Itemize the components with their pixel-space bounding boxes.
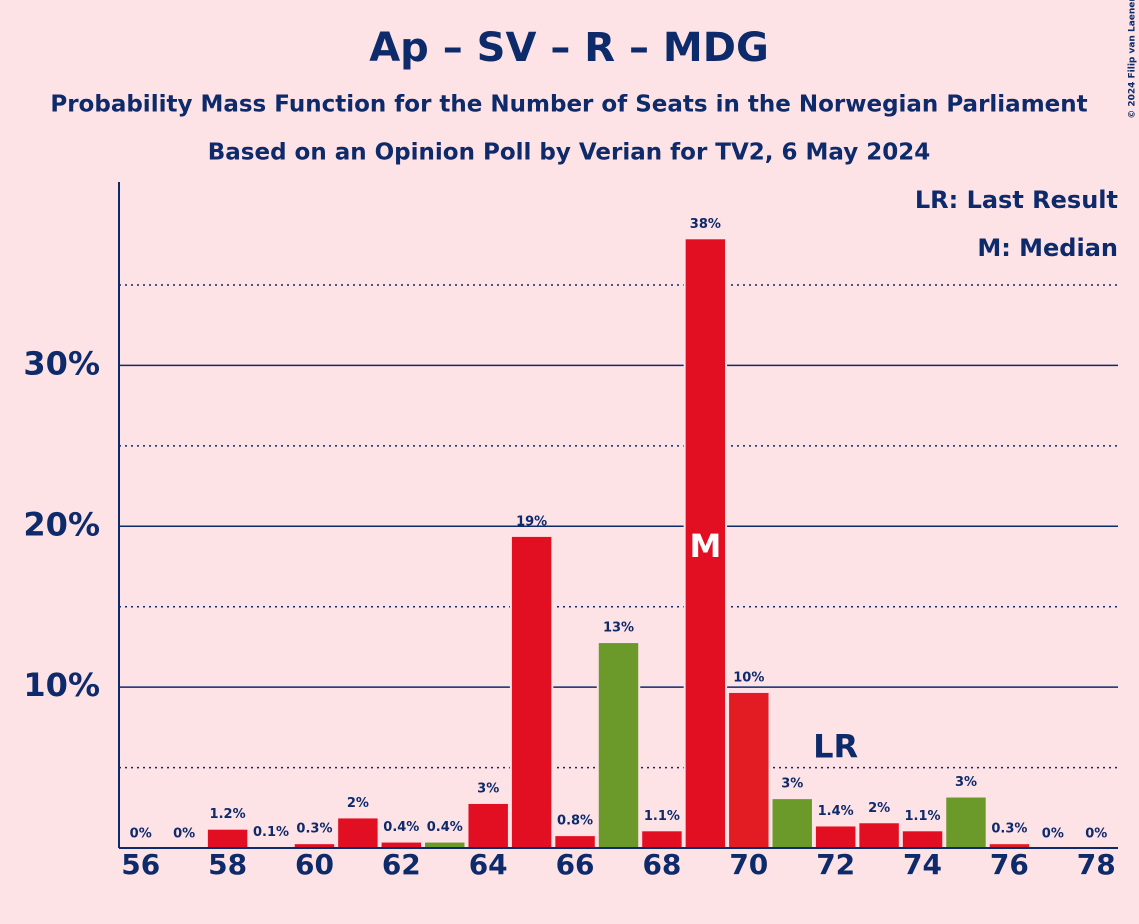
x-tick-label: 76 (990, 848, 1029, 881)
value-label: 1.1% (644, 809, 680, 824)
legend-item: M: Median (977, 234, 1118, 262)
value-label: 0% (1042, 827, 1064, 842)
y-tick-label: 30% (23, 344, 100, 382)
value-label: 3% (781, 777, 803, 792)
chart-subtitle: Probability Mass Function for the Number… (50, 92, 1087, 118)
annotation: M (689, 527, 721, 565)
value-label: 1.2% (210, 807, 246, 822)
x-tick-label: 60 (295, 848, 334, 881)
x-tick-label: 72 (816, 848, 855, 881)
bar (553, 834, 597, 849)
value-label: 1.1% (905, 809, 941, 824)
value-label: 38% (690, 217, 721, 232)
value-label: 3% (955, 775, 977, 790)
y-tick-label: 10% (23, 666, 100, 704)
legend-item: LR: Last Result (915, 186, 1118, 214)
value-label: 0% (173, 827, 195, 842)
value-label: 0.4% (383, 820, 419, 835)
value-label: 3% (477, 781, 499, 796)
value-label: 0.8% (557, 814, 593, 829)
x-tick-label: 68 (642, 848, 681, 881)
value-label: 19% (516, 514, 547, 529)
x-tick-label: 64 (469, 848, 508, 881)
bar (770, 797, 814, 849)
value-label: 0.4% (427, 820, 463, 835)
value-label: 10% (733, 670, 764, 685)
value-label: 13% (603, 621, 634, 636)
bar (813, 824, 858, 850)
bar (857, 821, 901, 849)
x-tick-label: 66 (556, 848, 595, 881)
value-label: 2% (347, 796, 369, 811)
x-tick-label: 78 (1077, 848, 1116, 881)
value-label: 0% (130, 827, 152, 842)
value-label: 2% (868, 801, 890, 816)
y-tick-label: 20% (23, 505, 100, 543)
copyright: © 2024 Filip van Laenen (1128, 0, 1138, 119)
value-label: 0.1% (253, 825, 289, 840)
value-label: 0% (1085, 827, 1107, 842)
x-tick-label: 56 (121, 848, 160, 881)
bar (205, 827, 250, 850)
chart-title: Ap – SV – R – MDG (369, 25, 769, 71)
bar (944, 795, 988, 849)
bar (336, 816, 380, 849)
x-tick-label: 74 (903, 848, 942, 881)
bar (596, 641, 641, 850)
value-label: 0.3% (296, 822, 332, 837)
annotation: LR (813, 727, 858, 765)
bar (466, 801, 510, 850)
bar (727, 690, 771, 850)
x-tick-label: 62 (382, 848, 421, 881)
value-label: 0.3% (991, 822, 1027, 837)
bar (640, 829, 684, 849)
bar (900, 829, 945, 849)
bar (683, 237, 728, 850)
value-label: 1.4% (818, 804, 854, 819)
x-tick-label: 70 (729, 848, 768, 881)
chart-subtitle: Based on an Opinion Poll by Verian for T… (208, 140, 931, 166)
bar (509, 534, 554, 849)
x-tick-label: 58 (208, 848, 247, 881)
